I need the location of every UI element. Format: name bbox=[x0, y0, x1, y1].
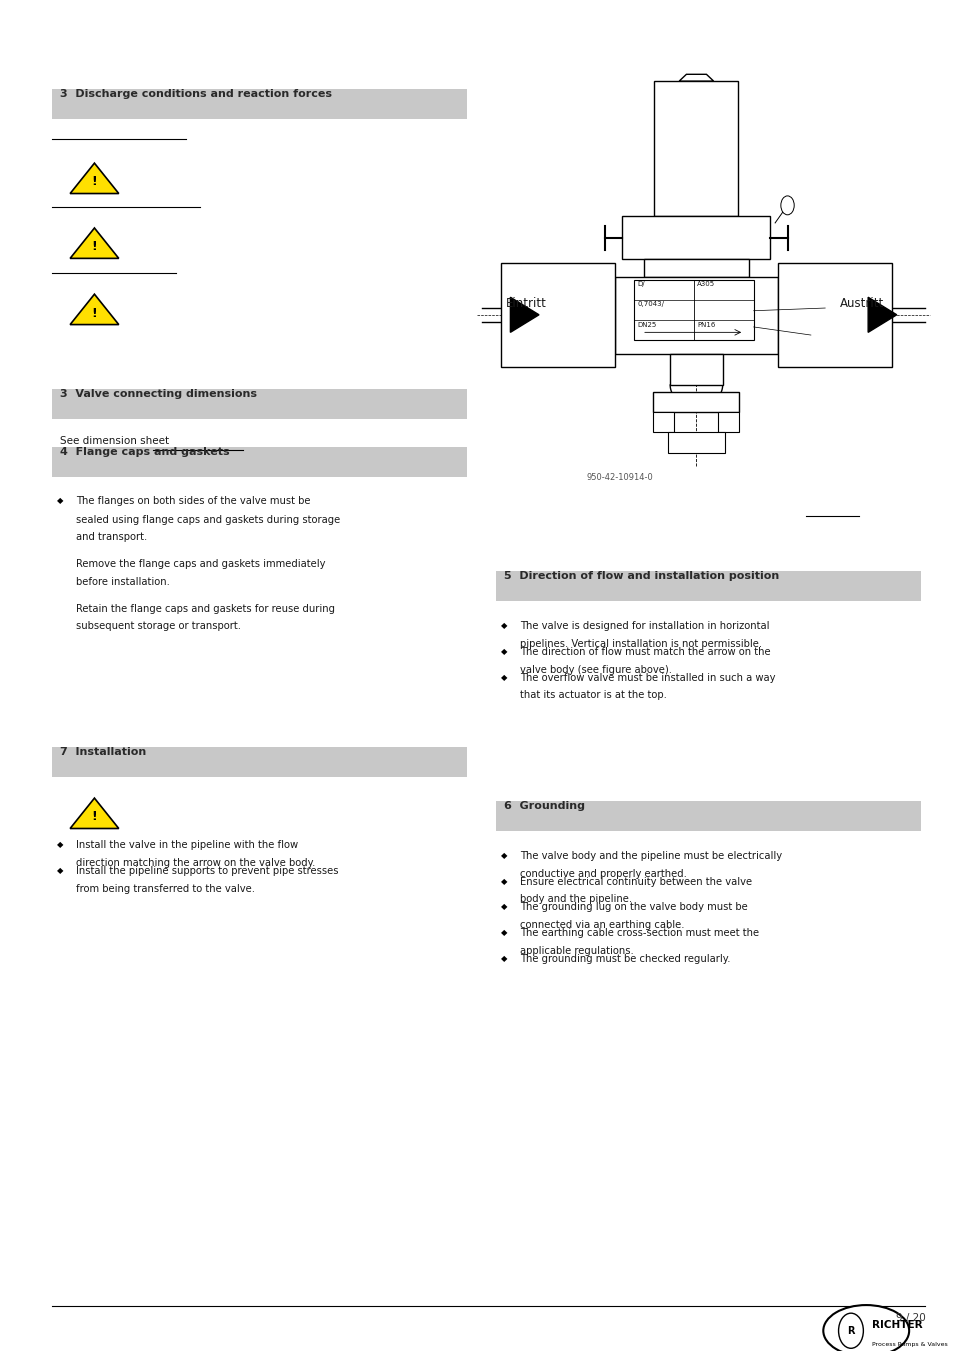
Bar bbox=[643, 259, 748, 277]
Text: body and the pipeline.: body and the pipeline. bbox=[519, 894, 632, 904]
Text: ◆: ◆ bbox=[500, 851, 507, 861]
Text: ◆: ◆ bbox=[57, 496, 64, 505]
Text: 6  Grounding: 6 Grounding bbox=[503, 801, 584, 811]
Text: 7  Installation: 7 Installation bbox=[60, 747, 146, 757]
Text: A305: A305 bbox=[696, 281, 714, 286]
Text: and transport.: and transport. bbox=[76, 532, 148, 542]
Text: ◆: ◆ bbox=[57, 866, 64, 875]
Text: 5  Direction of flow and installation position: 5 Direction of flow and installation pos… bbox=[503, 571, 779, 581]
Bar bbox=[615, 277, 777, 354]
Text: Eintritt: Eintritt bbox=[505, 297, 546, 311]
Text: 4  Flange caps and gaskets: 4 Flange caps and gaskets bbox=[60, 447, 230, 457]
Bar bbox=[52, 89, 467, 119]
Text: connected via an earthing cable.: connected via an earthing cable. bbox=[519, 920, 683, 929]
Polygon shape bbox=[71, 228, 118, 258]
Text: before installation.: before installation. bbox=[76, 577, 170, 586]
Bar bbox=[496, 801, 920, 831]
Text: from being transferred to the valve.: from being transferred to the valve. bbox=[76, 884, 255, 893]
Text: Remove the flange caps and gaskets immediately: Remove the flange caps and gaskets immed… bbox=[76, 559, 326, 569]
Bar bbox=[496, 571, 920, 601]
Text: ◆: ◆ bbox=[500, 673, 507, 682]
Bar bbox=[718, 412, 739, 432]
Text: 9 / 20: 9 / 20 bbox=[895, 1313, 924, 1323]
Bar bbox=[653, 392, 739, 412]
Bar bbox=[653, 412, 674, 432]
Polygon shape bbox=[867, 297, 896, 332]
Text: pipelines. Vertical installation is not permissible.: pipelines. Vertical installation is not … bbox=[519, 639, 761, 648]
Text: The valve is designed for installation in horizontal: The valve is designed for installation i… bbox=[519, 621, 769, 631]
Bar bbox=[52, 747, 467, 777]
Text: The overflow valve must be installed in such a way: The overflow valve must be installed in … bbox=[519, 673, 775, 682]
Bar bbox=[500, 263, 615, 367]
Text: The valve body and the pipeline must be electrically: The valve body and the pipeline must be … bbox=[519, 851, 781, 861]
Text: subsequent storage or transport.: subsequent storage or transport. bbox=[76, 621, 241, 631]
Text: Retain the flange caps and gaskets for reuse during: Retain the flange caps and gaskets for r… bbox=[76, 604, 335, 613]
Bar bbox=[667, 432, 724, 453]
Text: The grounding must be checked regularly.: The grounding must be checked regularly. bbox=[519, 954, 730, 963]
Text: direction matching the arrow on the valve body.: direction matching the arrow on the valv… bbox=[76, 858, 315, 867]
Polygon shape bbox=[71, 798, 118, 828]
Text: The direction of flow must match the arrow on the: The direction of flow must match the arr… bbox=[519, 647, 770, 657]
Text: valve body (see figure above).: valve body (see figure above). bbox=[519, 665, 671, 674]
Polygon shape bbox=[510, 297, 538, 332]
Text: 3  Valve connecting dimensions: 3 Valve connecting dimensions bbox=[60, 389, 256, 399]
Text: that its actuator is at the top.: that its actuator is at the top. bbox=[519, 690, 666, 700]
Text: ◆: ◆ bbox=[500, 621, 507, 631]
Text: DN25: DN25 bbox=[637, 322, 656, 328]
Text: !: ! bbox=[91, 307, 97, 320]
Text: ◆: ◆ bbox=[500, 902, 507, 912]
Bar bbox=[777, 263, 891, 367]
Text: See dimension sheet: See dimension sheet bbox=[60, 436, 169, 446]
Polygon shape bbox=[71, 295, 118, 324]
Text: !: ! bbox=[91, 811, 97, 824]
Text: The grounding lug on the valve body must be: The grounding lug on the valve body must… bbox=[519, 902, 747, 912]
Circle shape bbox=[838, 1313, 862, 1348]
Text: 0,7043/: 0,7043/ bbox=[637, 301, 663, 307]
Text: ◆: ◆ bbox=[500, 954, 507, 963]
Text: Process Pumps & Valves: Process Pumps & Valves bbox=[871, 1342, 946, 1347]
Text: 950-42-10914-0: 950-42-10914-0 bbox=[586, 473, 653, 482]
Text: The earthing cable cross-section must meet the: The earthing cable cross-section must me… bbox=[519, 928, 759, 938]
Ellipse shape bbox=[822, 1305, 908, 1351]
Text: Install the valve in the pipeline with the flow: Install the valve in the pipeline with t… bbox=[76, 840, 298, 850]
Text: Install the pipeline supports to prevent pipe stresses: Install the pipeline supports to prevent… bbox=[76, 866, 338, 875]
Text: 3  Discharge conditions and reaction forces: 3 Discharge conditions and reaction forc… bbox=[60, 89, 332, 99]
Text: sealed using flange caps and gaskets during storage: sealed using flange caps and gaskets dur… bbox=[76, 515, 340, 524]
Bar bbox=[621, 216, 770, 259]
Bar bbox=[669, 354, 721, 385]
Text: conductive and properly earthed.: conductive and properly earthed. bbox=[519, 869, 686, 878]
Text: ◆: ◆ bbox=[500, 928, 507, 938]
Text: ◆: ◆ bbox=[500, 647, 507, 657]
Bar bbox=[654, 81, 738, 216]
Polygon shape bbox=[71, 163, 118, 193]
Text: ◆: ◆ bbox=[500, 877, 507, 886]
Text: The flanges on both sides of the valve must be: The flanges on both sides of the valve m… bbox=[76, 496, 311, 505]
Text: D/: D/ bbox=[637, 281, 644, 286]
Bar bbox=[52, 389, 467, 419]
Bar bbox=[52, 447, 467, 477]
Circle shape bbox=[780, 196, 793, 215]
Text: !: ! bbox=[91, 176, 97, 189]
Text: R: R bbox=[846, 1325, 854, 1336]
Text: applicable regulations.: applicable regulations. bbox=[519, 946, 633, 955]
Text: !: ! bbox=[91, 240, 97, 254]
Text: Ensure electrical continuity between the valve: Ensure electrical continuity between the… bbox=[519, 877, 751, 886]
Text: PN16: PN16 bbox=[696, 322, 715, 328]
Text: ◆: ◆ bbox=[57, 840, 64, 850]
Polygon shape bbox=[679, 74, 713, 81]
Text: Austritt: Austritt bbox=[839, 297, 882, 311]
Text: RICHTER: RICHTER bbox=[871, 1320, 922, 1331]
Bar bbox=[634, 280, 753, 340]
